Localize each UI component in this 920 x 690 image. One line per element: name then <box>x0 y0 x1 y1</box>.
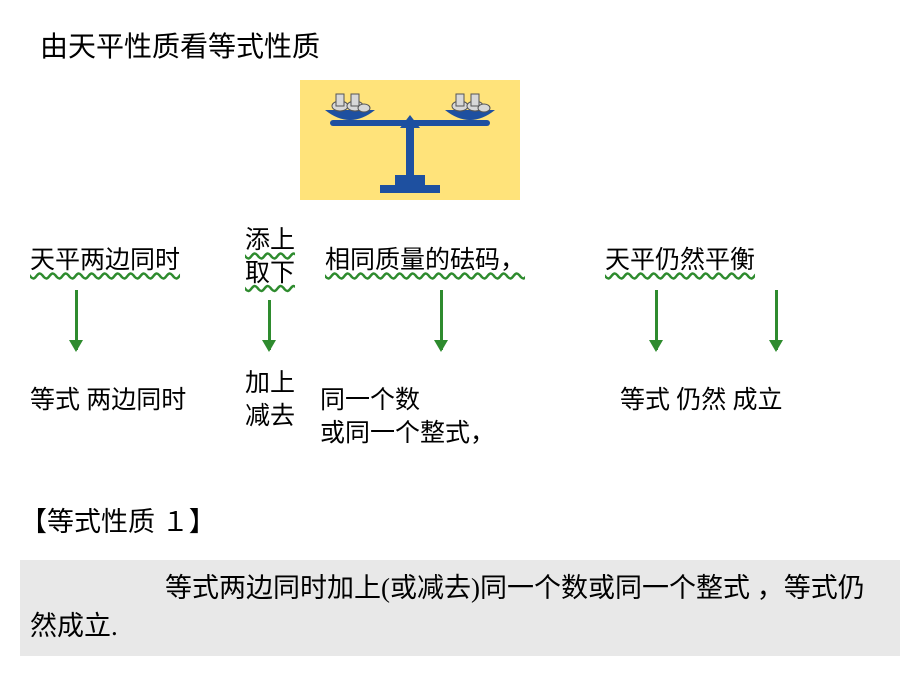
row1-b1-text: 添上 <box>245 227 295 254</box>
row1-part-b: 添上 取下 <box>245 225 295 290</box>
row1-d-text: 天平仍然平衡 <box>605 247 755 274</box>
row1-b2-text: 取下 <box>245 260 295 287</box>
row2-a2-text: 两边同时 <box>86 387 186 414</box>
row2-d3-text: 成立 <box>733 387 783 414</box>
property-text: 等式两边同时加上(或减去)同一个数或同一个整式 ，等式仍然成立. <box>30 573 865 641</box>
property-label: 【等式性质 １】 <box>20 500 216 539</box>
arrow-4 <box>655 290 658 350</box>
row2-a1-text: 等式 <box>30 387 80 414</box>
row2-part-a: 等式 两边同时 <box>30 385 186 418</box>
arrow-3 <box>440 290 443 350</box>
property-statement-box: 等式两边同时加上(或减去)同一个数或同一个整式 ，等式仍然成立. <box>20 560 900 656</box>
page-title: 由天平性质看等式性质 <box>40 25 320 65</box>
balance-scale-illustration <box>300 80 520 200</box>
row1-part-d: 天平仍然平衡 <box>605 245 755 278</box>
row2-b1-text: 加上 <box>245 370 295 397</box>
row2-part-c: 同一个数 或同一个整式， <box>320 385 495 450</box>
arrow-5 <box>775 290 778 350</box>
row2-c2-text: 或同一个整式， <box>320 420 495 447</box>
row2-b2-text: 减去 <box>245 403 295 430</box>
row2-part-d: 等式 仍然 成立 <box>620 385 783 418</box>
row2-d2-text: 仍然 <box>676 387 726 414</box>
row1-part-c: 相同质量的砝码， <box>325 245 525 278</box>
row1-part-a: 天平两边同时 <box>30 245 180 278</box>
arrow-1 <box>75 290 78 350</box>
row1-c-text: 相同质量的砝码， <box>325 247 525 274</box>
arrow-2 <box>268 300 271 350</box>
row1-a-text: 天平两边同时 <box>30 247 180 274</box>
row2-part-b: 加上 减去 <box>245 368 295 433</box>
row2-c1-text: 同一个数 <box>320 387 420 414</box>
row2-d1-text: 等式 <box>620 387 670 414</box>
